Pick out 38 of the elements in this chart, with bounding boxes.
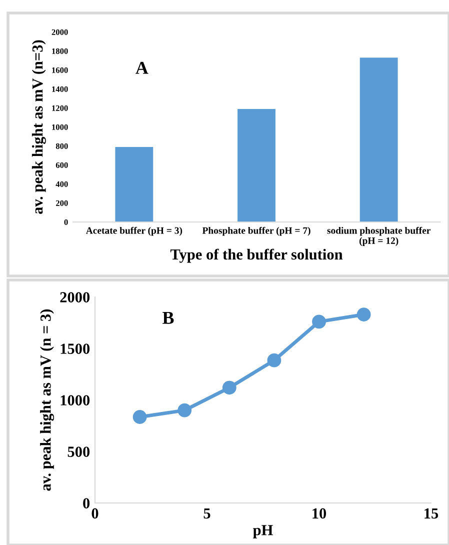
- y-tick-label: 0: [64, 219, 68, 225]
- x-tick-label: Acetate buffer (pH = 3): [86, 226, 182, 236]
- x-tick-label: sodium phosphate buffer (pH = 12): [327, 226, 430, 246]
- bar: [115, 146, 154, 222]
- x-tick-label: 10: [312, 508, 326, 519]
- x-tick-label: 0: [92, 508, 98, 519]
- y-tick-label: 1000: [52, 124, 68, 130]
- x-tick-label: 15: [424, 508, 438, 519]
- point: [132, 410, 147, 424]
- x-axis-title: Type of the buffer solution: [170, 248, 343, 263]
- y-tick-label: 1500: [60, 344, 90, 354]
- y-tick-label: 2000: [60, 292, 90, 302]
- y-tick-label: 500: [68, 446, 90, 457]
- y-tick-label: 2000: [52, 29, 68, 35]
- annotation: A: [136, 62, 148, 74]
- point: [178, 403, 192, 418]
- y-tick-label: 0: [83, 498, 90, 508]
- y-tick-label: 800: [56, 143, 68, 149]
- y-tick-label: 1800: [52, 48, 68, 54]
- y-axis-title: av. peak hight as mV (n = 3): [40, 309, 54, 491]
- x-axis-title: pH: [253, 525, 273, 538]
- y-tick-label: 1400: [52, 86, 68, 92]
- y-tick-label: 400: [56, 181, 68, 187]
- y-tick-label: 1200: [52, 105, 68, 111]
- annotation: B: [162, 312, 174, 324]
- bar: [238, 108, 276, 222]
- point: [267, 353, 282, 368]
- y-tick-label: 200: [56, 200, 68, 206]
- y-tick-label: 1600: [52, 67, 68, 73]
- x-tick-label: Phosphate buffer (pH = 7): [202, 226, 310, 236]
- point: [356, 308, 371, 322]
- y-tick-label: 600: [56, 162, 68, 168]
- point: [312, 314, 326, 329]
- point: [222, 380, 236, 395]
- y-tick-label: 1000: [60, 395, 90, 406]
- bar: [360, 58, 398, 222]
- y-axis-title: av. peak hight as mV (n=3): [32, 40, 46, 214]
- x-tick-label: 5: [204, 508, 210, 519]
